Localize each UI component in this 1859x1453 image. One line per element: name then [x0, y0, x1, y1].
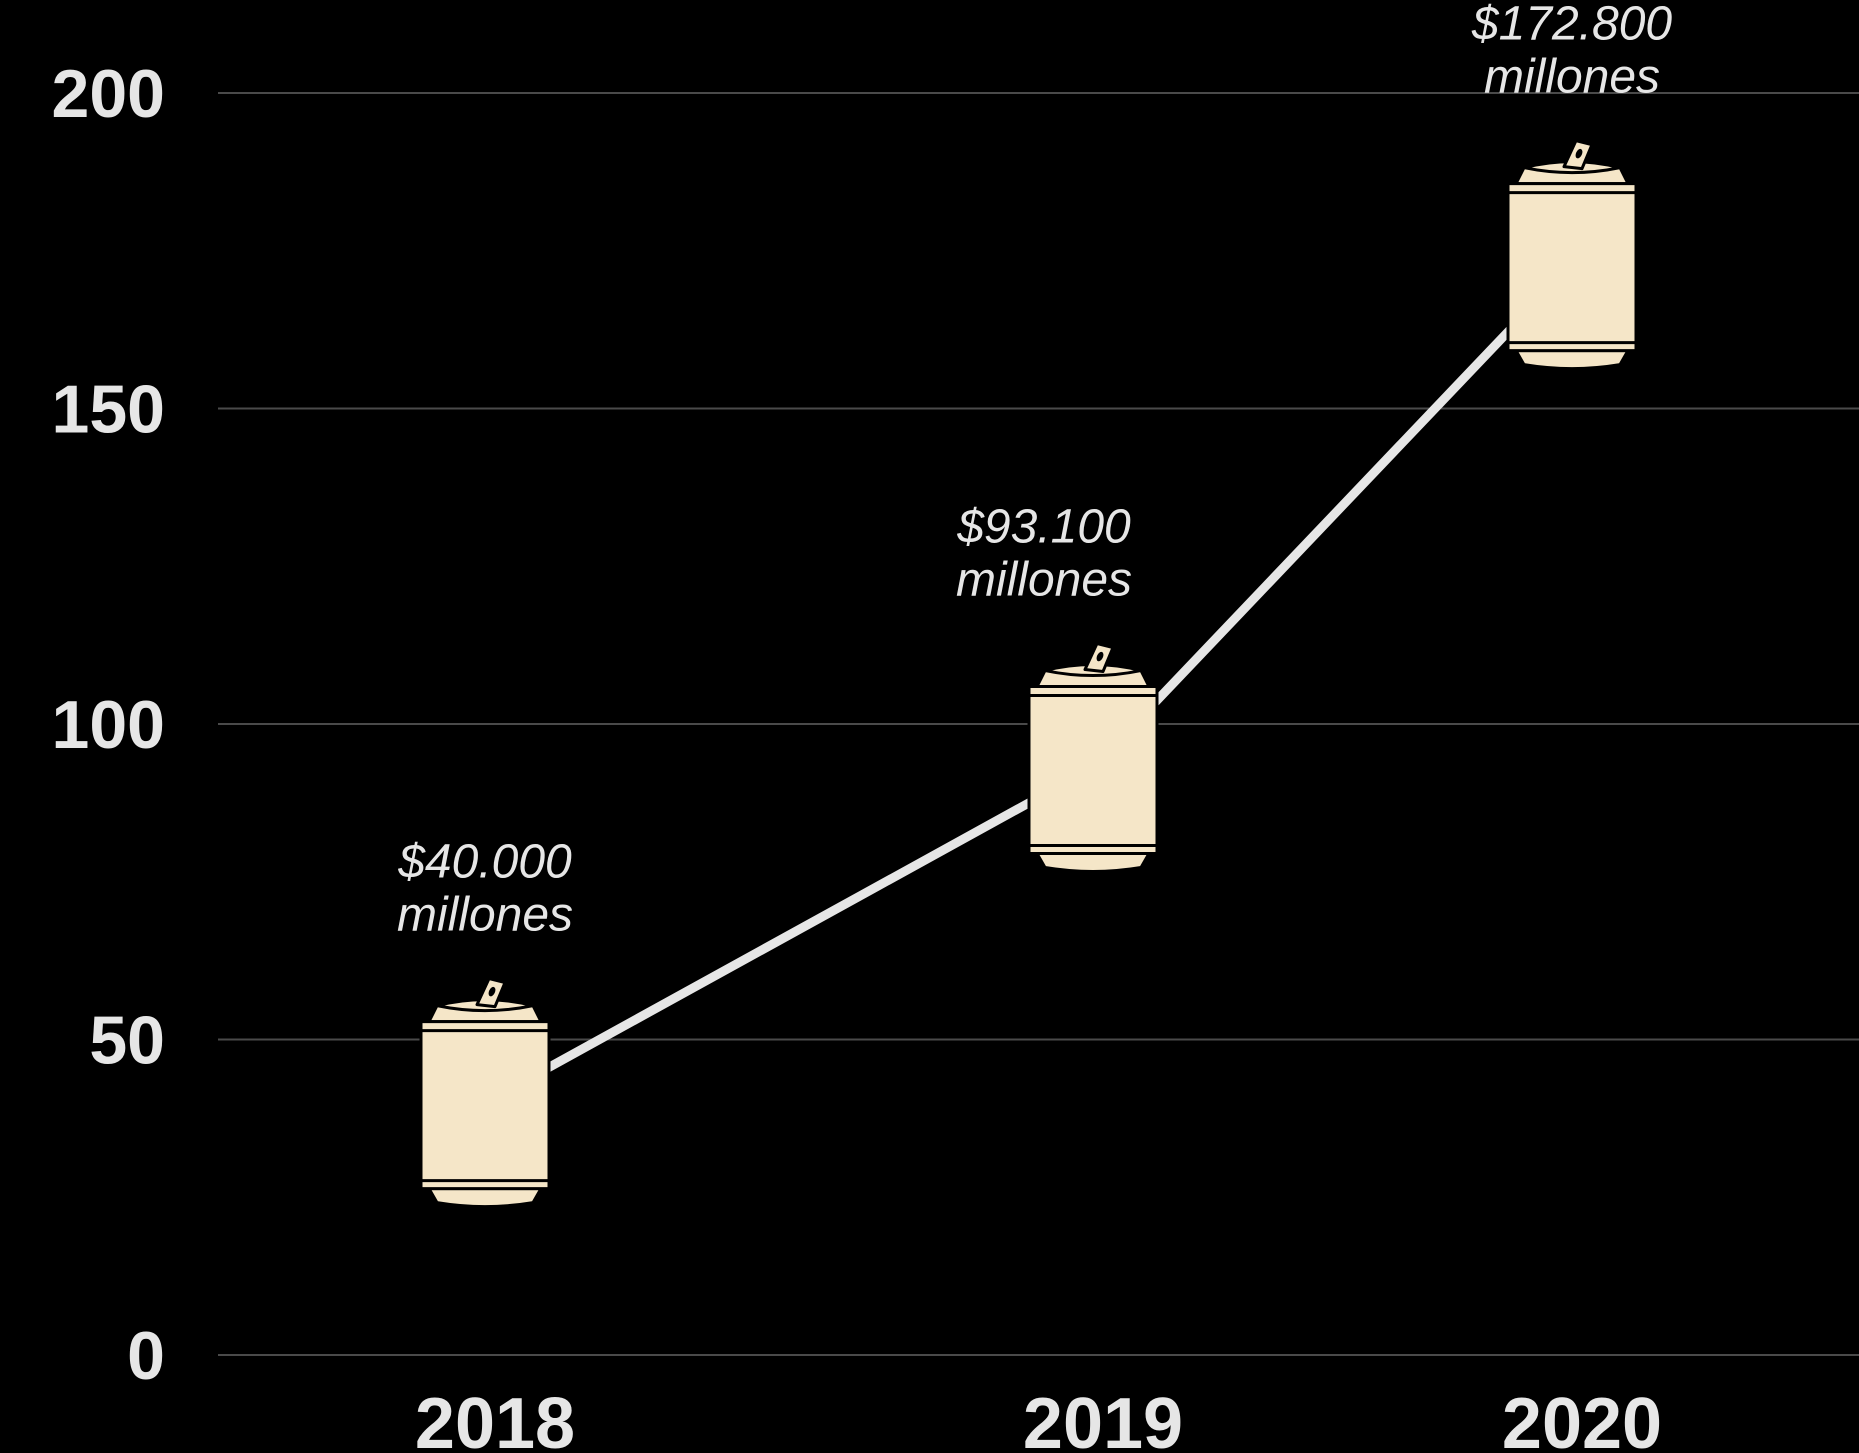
series-line: [482, 261, 1576, 1107]
beer-can-icon: [1506, 139, 1638, 371]
y-axis-ticks: 0 50 100 150 200: [52, 56, 165, 1394]
data-label-amount: $172.800: [1471, 0, 1673, 51]
y-tick-label: 100: [52, 687, 165, 763]
data-label-unit: millones: [1484, 51, 1660, 104]
y-tick-label: 0: [127, 1318, 165, 1394]
x-tick-label: 2018: [415, 1384, 575, 1453]
data-label-amount: $40.000: [397, 836, 572, 889]
data-labels: $40.000millones$93.100millones$172.800mi…: [397, 0, 1672, 942]
beer-can-icon: [419, 977, 551, 1209]
beer-can-icon: [1027, 642, 1159, 874]
data-label-unit: millones: [397, 889, 573, 942]
y-tick-label: 200: [52, 56, 165, 132]
data-label-unit: millones: [956, 554, 1132, 607]
data-markers: [419, 139, 1638, 1209]
x-tick-label: 2019: [1023, 1384, 1183, 1453]
data-label-amount: $93.100: [956, 501, 1131, 554]
series-line-path: [482, 261, 1576, 1107]
y-tick-label: 50: [89, 1003, 165, 1079]
y-tick-label: 150: [52, 372, 165, 448]
x-axis-ticks: 2018 2019 2020: [415, 1384, 1662, 1453]
x-tick-label: 2020: [1502, 1384, 1662, 1453]
